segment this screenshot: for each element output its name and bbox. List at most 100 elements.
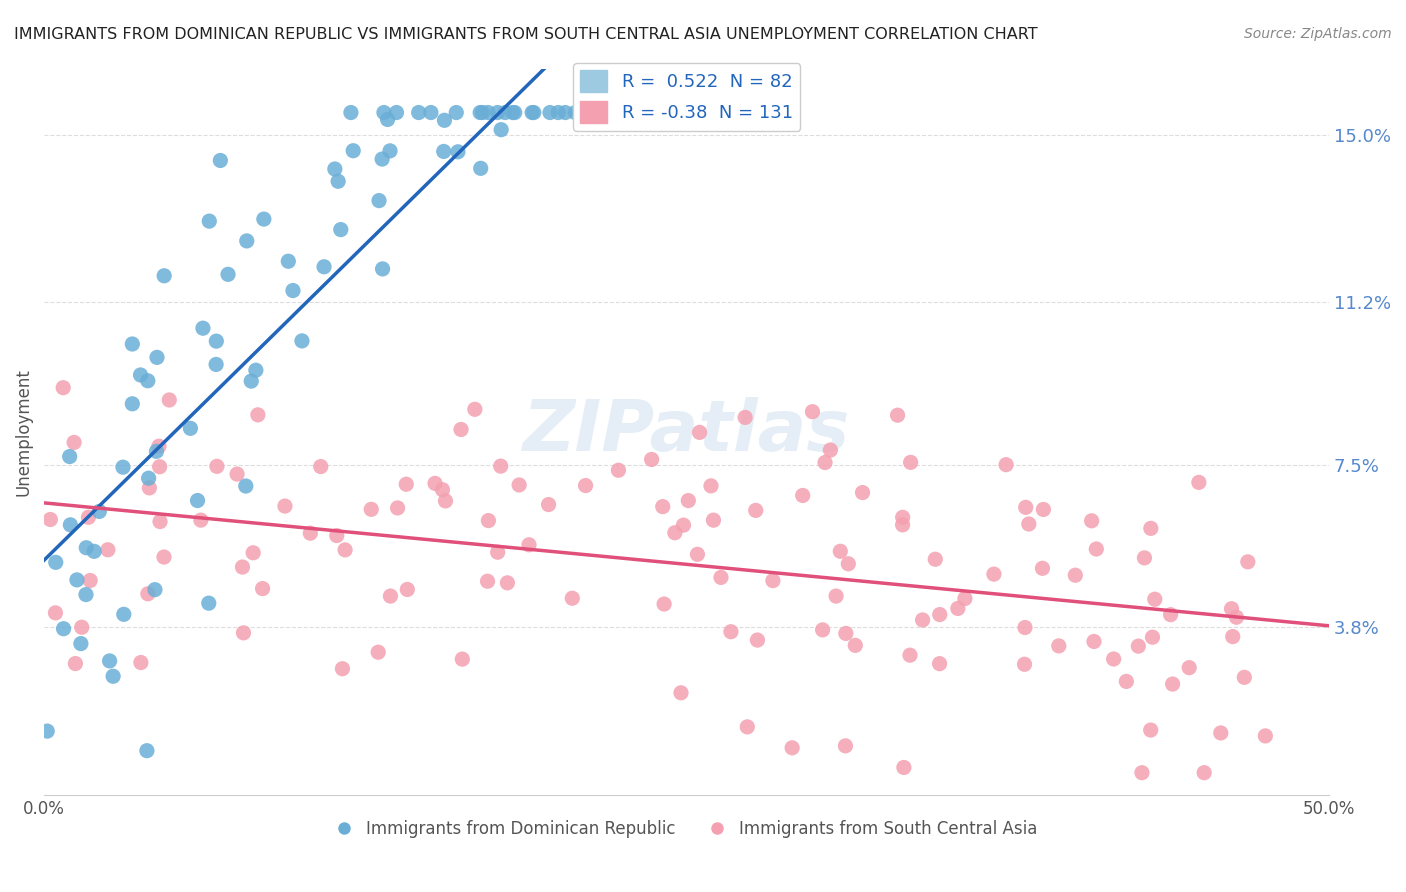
Point — [735, 720, 758, 734]
Point — [523, 105, 546, 120]
Point — [700, 479, 723, 493]
Point — [470, 161, 492, 176]
Point — [77, 510, 100, 524]
Point — [1102, 652, 1125, 666]
Point — [517, 538, 540, 552]
Point — [232, 625, 254, 640]
Point — [1014, 620, 1036, 634]
Point — [52, 622, 75, 636]
Point — [1080, 514, 1102, 528]
Point — [891, 517, 914, 532]
Point — [342, 144, 364, 158]
Point — [477, 105, 499, 120]
Point — [554, 105, 576, 120]
Point — [547, 105, 569, 120]
Point — [1237, 555, 1260, 569]
Point — [898, 648, 921, 662]
Text: ZIPatlas: ZIPatlas — [523, 397, 851, 467]
Point — [747, 633, 769, 648]
Point — [494, 105, 516, 120]
Point — [446, 105, 468, 120]
Point — [434, 494, 457, 508]
Point — [97, 542, 120, 557]
Point — [70, 637, 93, 651]
Point — [326, 174, 349, 188]
Point — [574, 478, 596, 492]
Point — [121, 397, 143, 411]
Point — [537, 498, 560, 512]
Point — [179, 421, 201, 435]
Point — [396, 582, 419, 597]
Point — [652, 597, 675, 611]
Point — [37, 724, 59, 739]
Point — [153, 549, 176, 564]
Point — [825, 589, 848, 603]
Point — [371, 152, 394, 166]
Point — [299, 526, 322, 541]
Point — [205, 459, 228, 474]
Point — [148, 439, 170, 453]
Point — [669, 686, 692, 700]
Point — [1222, 630, 1244, 644]
Point — [377, 112, 399, 127]
Point — [146, 351, 169, 365]
Point — [143, 582, 166, 597]
Point — [235, 479, 257, 493]
Point — [835, 626, 858, 640]
Point — [607, 463, 630, 477]
Point — [371, 261, 394, 276]
Point — [332, 662, 354, 676]
Point — [734, 410, 756, 425]
Point — [236, 234, 259, 248]
Text: Source: ZipAtlas.com: Source: ZipAtlas.com — [1244, 27, 1392, 41]
Point — [651, 500, 673, 514]
Point — [451, 652, 474, 666]
Point — [561, 591, 583, 606]
Point — [710, 570, 733, 584]
Point — [591, 105, 613, 120]
Point — [762, 574, 785, 588]
Point — [811, 623, 834, 637]
Point — [59, 517, 82, 532]
Point — [745, 503, 768, 517]
Point — [205, 334, 228, 348]
Point — [780, 740, 803, 755]
Point — [323, 161, 346, 176]
Point — [138, 471, 160, 485]
Point — [837, 557, 859, 571]
Point — [1139, 723, 1161, 737]
Point — [246, 408, 269, 422]
Point — [217, 268, 239, 282]
Point — [395, 477, 418, 491]
Point — [423, 476, 446, 491]
Point — [1032, 502, 1054, 516]
Point — [1160, 607, 1182, 622]
Point — [79, 574, 101, 588]
Point — [111, 460, 134, 475]
Point — [333, 542, 356, 557]
Point — [581, 105, 603, 120]
Point — [231, 560, 253, 574]
Point — [153, 268, 176, 283]
Point — [571, 105, 593, 120]
Point — [664, 525, 686, 540]
Point — [368, 194, 391, 208]
Point — [309, 459, 332, 474]
Point — [191, 321, 214, 335]
Point — [486, 545, 509, 559]
Point — [995, 458, 1018, 472]
Point — [678, 493, 700, 508]
Point — [1047, 639, 1070, 653]
Point — [702, 513, 724, 527]
Point — [893, 760, 915, 774]
Point — [387, 500, 409, 515]
Point — [44, 606, 66, 620]
Point — [569, 105, 592, 120]
Point — [39, 512, 62, 526]
Point — [830, 544, 852, 558]
Point — [1192, 765, 1215, 780]
Point — [520, 105, 543, 120]
Point — [242, 546, 264, 560]
Point — [508, 478, 530, 492]
Point — [640, 452, 662, 467]
